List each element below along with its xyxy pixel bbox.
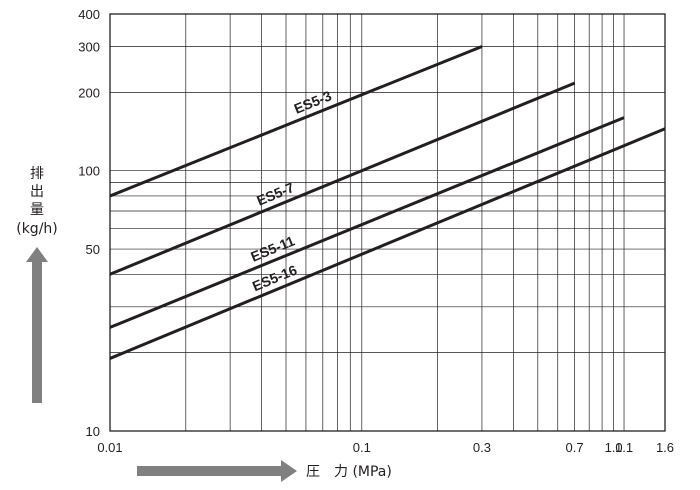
ylabel-char-1: 排	[30, 166, 44, 182]
x-tick-label: 0.3	[473, 440, 491, 455]
series-line-es5-7	[109, 81, 576, 276]
y-tick-label: 50	[86, 242, 100, 257]
y-tick-label: 300	[78, 40, 100, 55]
series-line-es5-3	[109, 45, 483, 198]
x-tick-label: 1.6	[656, 440, 674, 455]
tick-labels: 0.01 0.1 0.3 0.7 1.01.1 1.6 10 50 100 200 300 400	[78, 7, 674, 455]
y-axis-arrow	[26, 247, 48, 403]
grid-lines	[109, 13, 666, 432]
x-tick-label: 0.7	[566, 440, 584, 455]
ylabel-unit: (kg/h)	[16, 221, 58, 237]
x-tick-label: 1.0	[605, 440, 623, 455]
series-label-es5-3: ES5-3	[292, 87, 334, 116]
x-tick-label: 0.01	[97, 440, 122, 455]
y-tick-label: 100	[78, 164, 100, 179]
x-tick-label: 1.1	[615, 440, 633, 455]
ylabel-char-2: 出	[30, 184, 44, 200]
x-tick-label: 0.1	[353, 440, 371, 455]
series-label-es5-7: ES5-7	[254, 179, 296, 209]
series-line-es5-11	[109, 116, 625, 329]
x-axis-arrow	[137, 460, 297, 482]
x-axis-title: 圧 力 (MPa)	[306, 464, 392, 480]
ylabel-char-3: 量	[30, 202, 44, 218]
y-tick-label: 200	[78, 85, 100, 100]
y-axis-title: 排 出 量 (kg/h)	[16, 166, 58, 237]
y-tick-label: 400	[78, 7, 100, 22]
y-tick-label: 10	[86, 424, 100, 439]
plot-frame	[109, 13, 666, 432]
series-lines	[109, 45, 666, 360]
series-line-es5-16	[109, 127, 666, 360]
